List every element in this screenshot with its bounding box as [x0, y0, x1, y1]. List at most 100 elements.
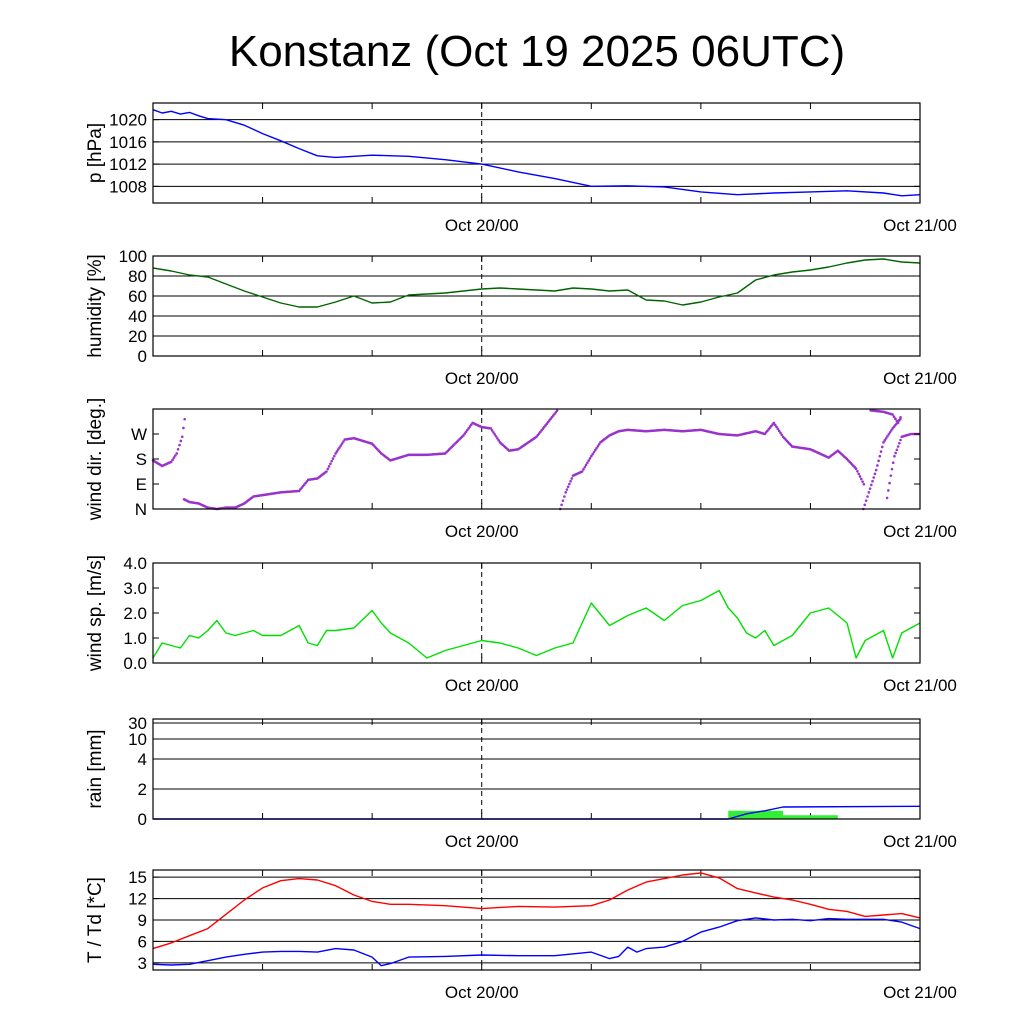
x-tick-label: Oct 20/00 [445, 522, 519, 541]
y-axis-label: wind sp. [m/s] [85, 555, 106, 672]
wind-dir-point [894, 451, 897, 455]
wind-dir-point [340, 442, 344, 445]
y-tick-label: 1016 [109, 133, 147, 152]
wind-dir-point [463, 432, 467, 435]
wind-dir-point [882, 441, 885, 444]
wind-dir-point [871, 479, 874, 483]
wind-dir-point [777, 429, 781, 433]
wind-dir-point [893, 454, 896, 458]
wind-dir-point [592, 450, 596, 454]
wind-dir-point [176, 447, 180, 451]
y-axis-label: p [hPa] [85, 123, 106, 183]
wind-dir-point [896, 445, 900, 448]
wind-dir-point [564, 491, 568, 494]
panel-temperature: 3 6 9 12 15 Oct 20/00 Oct 21/00 T / Td [*C] [85, 868, 957, 1002]
wind-dir-point [494, 435, 498, 438]
wind-dir-point [338, 446, 341, 449]
wind-dir-point [180, 435, 184, 439]
wind-dir-point [469, 423, 473, 426]
y-tick-label: 3.0 [123, 579, 147, 598]
wind-dir-point [462, 434, 465, 437]
y-tick-label: 1.0 [123, 629, 147, 648]
wind-dir-point [872, 476, 876, 479]
wind-dir-point [889, 474, 893, 477]
wind-dir-point [555, 409, 559, 412]
wind-dir-point [898, 441, 901, 445]
rain-bar-1 [783, 815, 838, 819]
wind-dir-point [563, 495, 566, 498]
wind-dir-point [864, 499, 868, 502]
panel-frame [152, 255, 921, 357]
chart-title: Konstanz (Oct 19 2025 06UTC) [229, 27, 845, 76]
wind-dir-point [325, 470, 328, 473]
wind-dir-point [888, 481, 891, 485]
wind-dir-point [172, 456, 176, 459]
y-tick-label: 3 [138, 954, 147, 973]
y-tick-label: N [135, 500, 147, 519]
panel-wind_speed: 0.0 1.0 2.0 3.0 4.0 Oct 20/00 Oct 21/00 wind sp… [85, 554, 957, 695]
y-tick-label: 30 [128, 714, 147, 733]
x-tick-label: Oct 20/00 [445, 983, 519, 1002]
y-tick-label: 60 [128, 287, 147, 306]
wind-dir-point [329, 462, 332, 466]
wind-dir-point [857, 472, 860, 476]
y-tick-label: 80 [128, 267, 147, 286]
wind-dir-point [591, 452, 594, 456]
y-axis-label: rain [mm] [85, 729, 106, 808]
y-tick-label: 1020 [109, 111, 147, 130]
wind-dir-point [890, 467, 894, 471]
x-tick-label: Oct 21/00 [883, 522, 957, 541]
wind-dir-point [489, 427, 493, 430]
wind-dir-point [860, 477, 863, 481]
wind-dir-point [885, 496, 889, 500]
wind-dir-point [182, 426, 185, 430]
wind-dir-point [880, 445, 884, 449]
wind-dir-point [175, 452, 179, 455]
wind-dir-point [493, 433, 497, 436]
wind-dir-point [895, 419, 899, 423]
wind-dir-point [183, 417, 186, 421]
wind-dir-point [467, 426, 470, 430]
wind-dir-point [899, 438, 902, 442]
wind-dir-point [169, 460, 173, 464]
wind-dir-point [582, 468, 585, 471]
wind-dir-point [588, 457, 592, 460]
wind-dir-point [891, 413, 894, 416]
wind-dir-point [876, 464, 879, 467]
wind-dir-point [178, 443, 181, 447]
y-tick-label: S [136, 450, 147, 469]
wind-dir-point [560, 503, 563, 507]
series-line-temperature-1 [152, 917, 921, 967]
wind-dir-point [862, 482, 866, 486]
x-tick-label: Oct 20/00 [445, 832, 519, 851]
y-tick-label: E [136, 475, 147, 494]
x-tick-label: Oct 21/00 [883, 676, 957, 695]
wind-dir-point [870, 483, 873, 487]
wind-dir-point [331, 457, 335, 460]
wind-dir-point [568, 482, 571, 486]
wind-dir-point [873, 472, 877, 476]
panel-frame [152, 718, 921, 820]
rain-bar-0 [728, 810, 784, 819]
wind-dir-point [775, 425, 778, 429]
wind-dir-point [866, 495, 869, 498]
x-tick-label: Oct 21/00 [883, 983, 957, 1002]
wind-dir-point [772, 421, 776, 425]
wind-dir-point [879, 450, 883, 453]
wind-dir-point [884, 437, 888, 440]
wind-dir-point [776, 427, 780, 431]
wind-dir-point [464, 430, 468, 434]
wind-dir-point [854, 467, 858, 471]
series-line-wind_speed-0 [152, 589, 921, 659]
series-line-pressure-0 [152, 109, 921, 197]
wind-dir-point [868, 487, 872, 490]
wind-dir-point [569, 479, 572, 483]
wind-dir-point [570, 477, 574, 480]
wind-dir-point [327, 465, 331, 468]
wind-dir-point [583, 465, 587, 469]
wind-dir-point [179, 439, 183, 443]
panel-pressure: 1008 1012 1016 1020 Oct 20/00 Oct 21/00 p [hPa… [85, 102, 957, 235]
wind-dir-point [779, 431, 782, 435]
